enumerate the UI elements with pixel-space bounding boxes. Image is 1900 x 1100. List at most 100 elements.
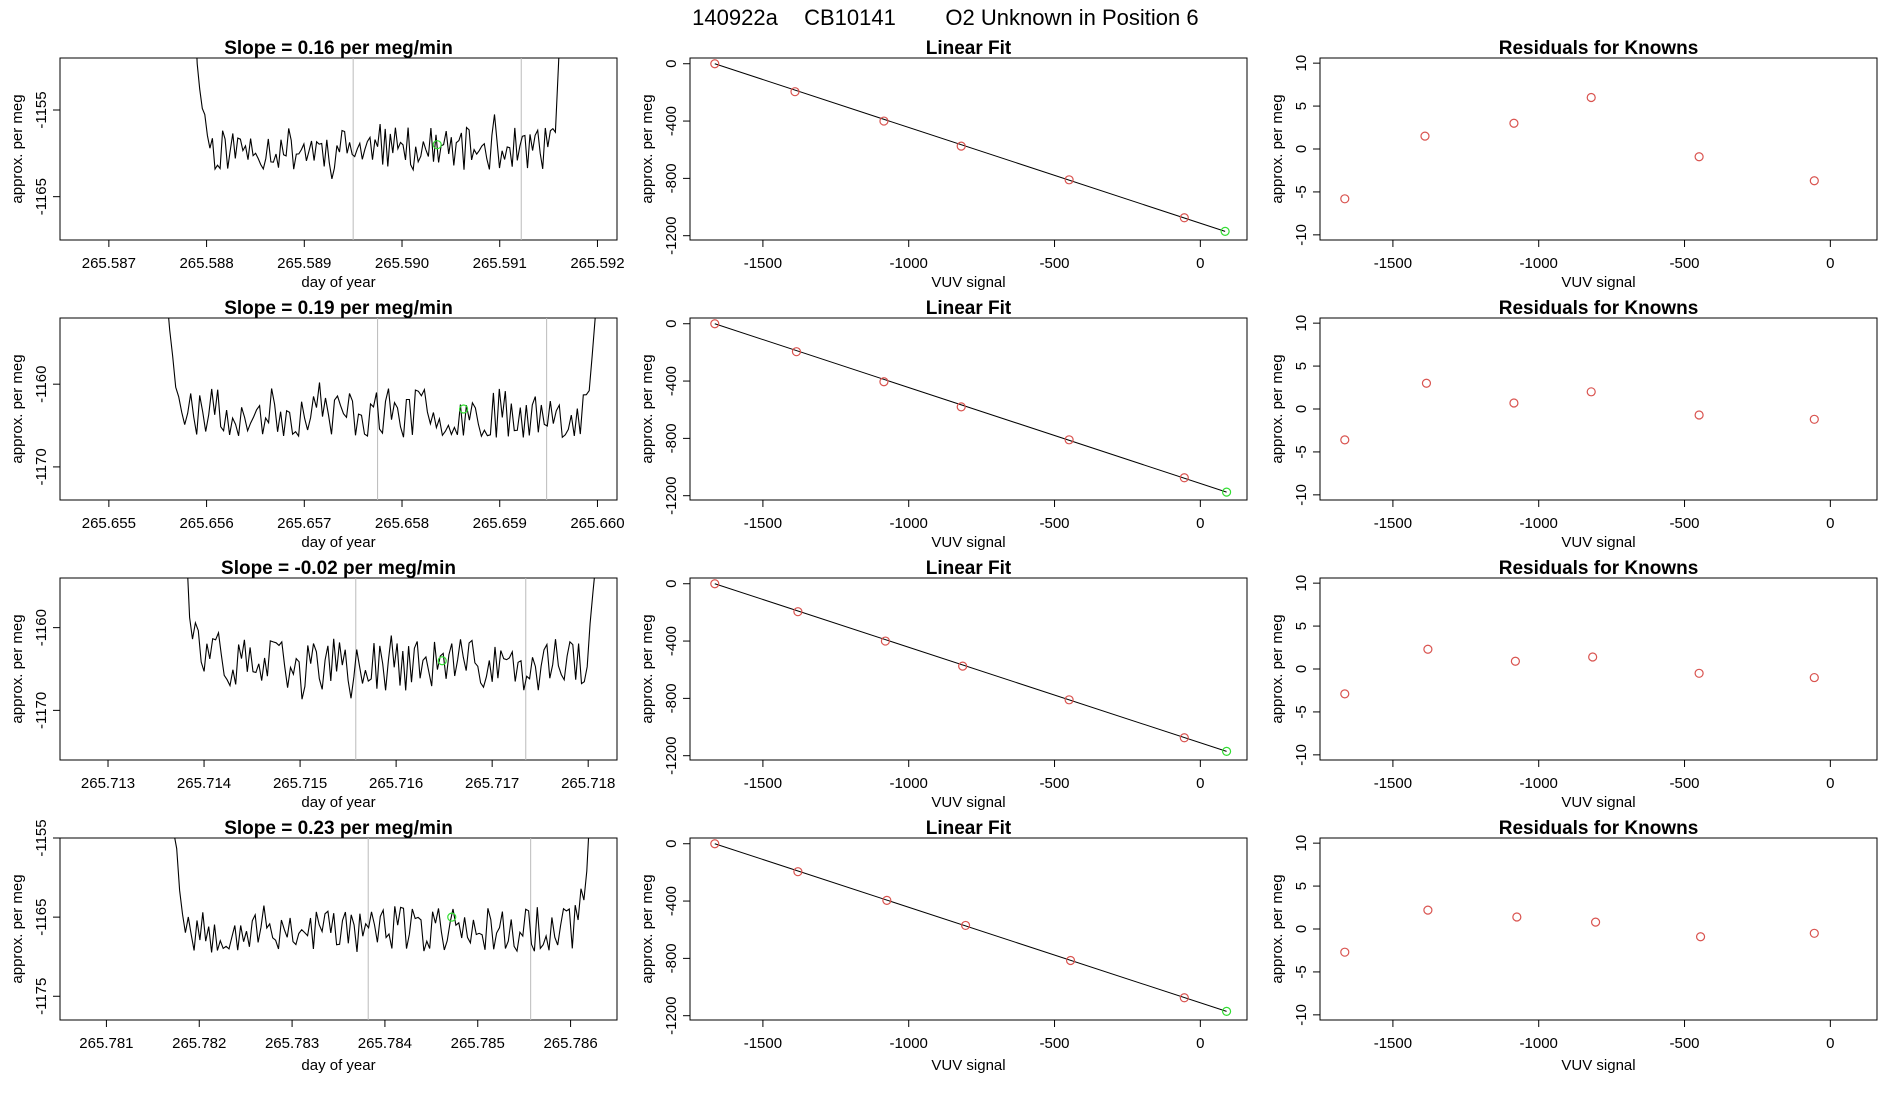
panel-1-3: Slope = -0.02 per meg/min day of year appr…: [9, 558, 618, 811]
x-tick-label: -1000: [1520, 775, 1558, 792]
y-axis-label: approx. per meg: [639, 874, 656, 983]
x-tick-label: 265.782: [172, 1035, 226, 1052]
unknown-point: [1221, 487, 1232, 497]
panel-title: Linear Fit: [926, 298, 1012, 319]
residual-point: [1694, 668, 1704, 678]
known-point: [880, 636, 890, 646]
residual-point: [1512, 912, 1522, 922]
known-point: [790, 87, 800, 97]
y-tick-label: -5: [1293, 965, 1310, 978]
x-tick-label: 265.660: [570, 515, 624, 532]
trace-line: [196, 58, 560, 180]
panel-grid: Slope = 0.16 per meg/min day of year appro…: [9, 38, 1878, 1074]
y-tick-label: 10: [1293, 315, 1310, 332]
fit-line: [714, 323, 1227, 493]
x-axis-label: day of year: [301, 794, 375, 811]
plot-area: [196, 58, 560, 240]
known-point: [1179, 993, 1189, 1003]
y-tick-label: -1160: [33, 366, 50, 403]
x-tick-label: 0: [1196, 1035, 1204, 1052]
trace-line: [174, 838, 590, 953]
x-tick-label: -1000: [1520, 1035, 1558, 1052]
figure-title-date: 140922a: [692, 5, 778, 30]
trace-line: [168, 318, 596, 439]
x-tick-label: -1000: [890, 515, 928, 532]
residual-point: [1809, 414, 1819, 424]
panel-1-2: Slope = 0.19 per meg/min day of year appro…: [9, 298, 625, 551]
x-tick-label: 265.713: [81, 775, 135, 792]
residual-point: [1423, 644, 1433, 654]
y-tick-label: 5: [1293, 102, 1310, 110]
y-axis-label: approx. per meg: [1269, 874, 1286, 983]
plot-area: [1340, 378, 1819, 445]
panel-3-2: Residuals for Knowns VUV signal approx. pe…: [1269, 298, 1878, 551]
residual-point: [1509, 118, 1519, 128]
y-axis-label: approx. per meg: [639, 94, 656, 203]
y-axis-label: approx. per meg: [1269, 94, 1286, 203]
x-tick-label: -1500: [744, 1035, 782, 1052]
y-tick-label: -800: [663, 423, 680, 453]
panel-title: Residuals for Knowns: [1499, 818, 1699, 839]
panel-title: Residuals for Knowns: [1499, 298, 1699, 319]
y-tick-label: -10: [1293, 484, 1310, 506]
plot-frame: [689, 317, 1248, 501]
panel-3-1: Residuals for Knowns VUV signal approx. pe…: [1269, 38, 1878, 291]
x-axis-label: VUV signal: [931, 274, 1005, 291]
y-tick-label: 0: [663, 60, 680, 68]
y-tick-label: 0: [663, 580, 680, 588]
y-axis-label: approx. per meg: [1269, 354, 1286, 463]
residual-point: [1586, 92, 1596, 103]
known-point: [882, 895, 892, 905]
known-point: [1064, 695, 1074, 705]
x-tick-label: 0: [1826, 775, 1834, 792]
known-point: [958, 661, 968, 671]
panel-title: Linear Fit: [926, 38, 1012, 59]
x-tick-label: -1500: [744, 515, 782, 532]
panel-1-4: Slope = 0.23 per meg/min day of year appro…: [9, 818, 618, 1074]
plot-frame: [1319, 837, 1878, 1021]
residual-point: [1510, 656, 1520, 666]
x-tick-label: 265.783: [265, 1035, 319, 1052]
residual-point: [1695, 932, 1706, 942]
y-tick-label: -10: [1293, 1004, 1310, 1026]
y-tick-label: -1200: [663, 477, 680, 515]
y-tick-label: -5: [1293, 185, 1310, 198]
x-tick-label: 265.587: [82, 255, 136, 272]
x-tick-label: -500: [1670, 775, 1700, 792]
y-axis-label: approx. per meg: [639, 354, 656, 463]
y-tick-label: -1200: [663, 997, 680, 1035]
panel-title: Slope = 0.19 per meg/min: [224, 298, 453, 319]
panel-2-3: Linear Fit VUV signal approx. per meg -1500…: [639, 558, 1248, 811]
x-axis-label: VUV signal: [1561, 794, 1635, 811]
residual-point: [1340, 435, 1350, 445]
figure-title-description: O2 Unknown in Position 6: [945, 5, 1198, 30]
x-tick-label: 265.784: [358, 1035, 412, 1052]
known-point: [1179, 473, 1189, 483]
known-point: [879, 116, 889, 126]
x-tick-label: 0: [1196, 775, 1204, 792]
known-point: [1179, 213, 1189, 223]
x-tick-label: -1000: [890, 255, 928, 272]
y-tick-label: 10: [1293, 55, 1310, 72]
plot-frame: [59, 837, 618, 1021]
x-tick-label: 265.717: [465, 775, 519, 792]
known-point: [956, 402, 966, 412]
unknown-point: [447, 912, 457, 922]
fit-line: [714, 63, 1226, 232]
figure-title: 140922a CB10141 O2 Unknown in Position 6: [692, 5, 1198, 30]
x-tick-label: 265.716: [369, 775, 423, 792]
known-point: [1065, 955, 1076, 966]
y-tick-label: -800: [663, 683, 680, 713]
x-tick-label: 265.714: [177, 775, 231, 792]
x-tick-label: 265.589: [277, 255, 331, 272]
known-point: [879, 377, 889, 387]
plot-frame: [1319, 57, 1878, 241]
unknown-point: [458, 404, 469, 414]
known-point: [710, 59, 720, 69]
plot-area: [710, 319, 1232, 497]
known-point: [1179, 733, 1189, 743]
figure-title-tank-id: CB10141: [804, 5, 896, 30]
y-tick-label: -10: [1293, 744, 1310, 766]
residual-point: [1694, 152, 1704, 162]
